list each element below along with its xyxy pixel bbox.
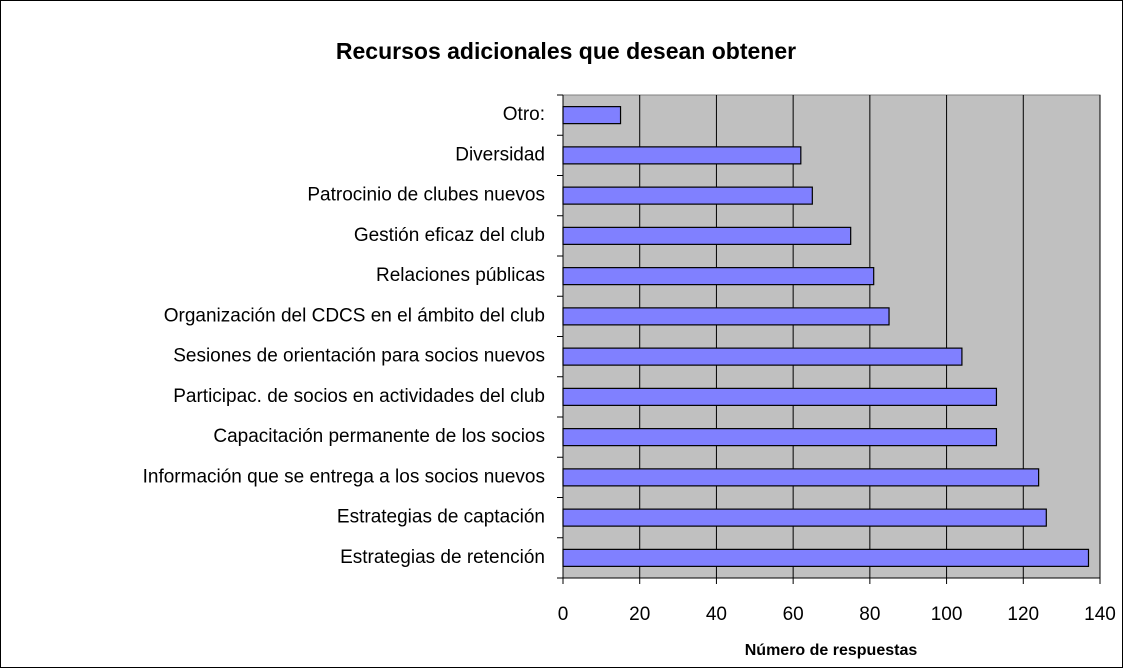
x-tick-label: 140 — [1084, 604, 1116, 625]
y-tick-label: Capacitación permanente de los socios — [213, 426, 545, 447]
x-axis-title: Número de respuestas — [745, 642, 918, 659]
bar — [562, 468, 1040, 487]
bar — [562, 508, 1047, 527]
x-tick-label: 20 — [629, 604, 650, 625]
x-tick-label: 60 — [783, 604, 804, 625]
x-tick-label: 80 — [859, 604, 880, 625]
bar — [562, 106, 622, 125]
bar — [562, 347, 963, 366]
y-tick-label: Relaciones públicas — [376, 265, 545, 286]
y-tick-label: Diversidad — [455, 144, 545, 165]
y-tick-label: Estrategias de captación — [337, 507, 545, 528]
chart-title: Recursos adicionales que desean obtener — [336, 38, 796, 64]
y-tick-label: Participac. de socios en actividades del… — [173, 386, 545, 407]
x-tick-label: 120 — [1007, 604, 1039, 625]
y-tick-label: Gestión eficaz del club — [354, 225, 545, 246]
y-tick-label: Sesiones de orientación para socios nuev… — [173, 346, 545, 367]
y-tick-label: Estrategias de retención — [340, 547, 545, 568]
y-tick-label: Patrocinio de clubes nuevos — [307, 185, 545, 206]
y-tick-label: Organización del CDCS en el ámbito del c… — [164, 305, 545, 326]
bar — [562, 267, 875, 286]
x-tick-label: 100 — [931, 604, 963, 625]
x-tick-label: 0 — [558, 604, 569, 625]
bar — [562, 387, 998, 406]
bar — [562, 146, 802, 165]
y-tick-label: Información que se entrega a los socios … — [143, 466, 545, 487]
bar — [562, 186, 813, 205]
bar — [562, 226, 852, 245]
plot-area — [562, 94, 1101, 579]
bar — [562, 307, 890, 326]
x-tick-label: 40 — [706, 604, 727, 625]
bar — [562, 548, 1090, 567]
y-tick-label: Otro: — [503, 104, 545, 125]
bar — [562, 428, 998, 447]
